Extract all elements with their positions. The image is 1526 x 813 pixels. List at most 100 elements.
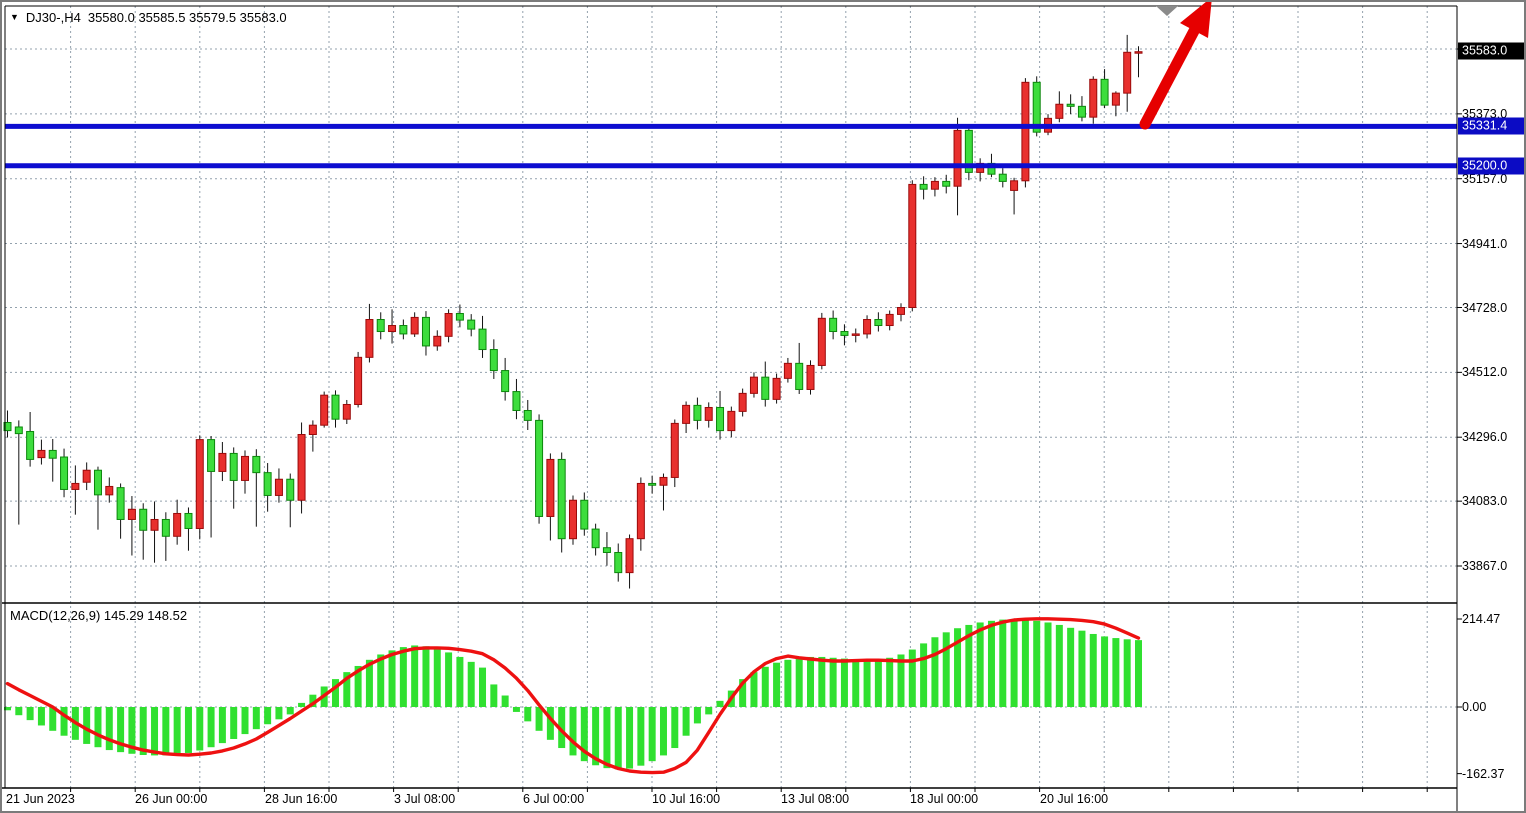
macd-bar xyxy=(705,707,713,715)
candle-up xyxy=(908,183,917,309)
candle-up xyxy=(342,403,351,420)
candle-up xyxy=(1010,180,1019,191)
candle-up xyxy=(682,404,691,424)
time-axis-label: 10 Jul 16:00 xyxy=(652,792,721,806)
macd-bar xyxy=(999,619,1007,707)
macd-indicator-label: MACD(12,26,9) 145.29 148.52 xyxy=(10,608,188,623)
candle-up xyxy=(1123,51,1132,94)
candle-down xyxy=(648,482,657,486)
candle-down xyxy=(998,173,1007,182)
candle-up xyxy=(1021,81,1030,182)
time-axis-label: 21 Jun 2023 xyxy=(6,792,75,806)
macd-bar xyxy=(659,707,667,756)
macd-bar xyxy=(354,665,362,707)
time-axis-label: 3 Jul 08:00 xyxy=(394,792,456,806)
macd-axis-label: -162.37 xyxy=(1462,766,1505,781)
macd-signal-line xyxy=(5,617,1141,775)
candle-up xyxy=(863,319,872,335)
candle-down xyxy=(919,183,928,190)
candle-up xyxy=(1055,103,1064,119)
macd-bar xyxy=(286,707,294,715)
macd-bar xyxy=(252,707,260,730)
macd-bar xyxy=(840,658,848,707)
candle-down xyxy=(161,518,170,537)
macd-bar xyxy=(1033,620,1041,707)
candle-up xyxy=(738,392,747,412)
macd-bar xyxy=(230,707,238,740)
macd-bar xyxy=(479,667,487,707)
candle-up xyxy=(625,538,634,574)
macd-bar xyxy=(37,707,45,726)
candle-down xyxy=(286,478,295,501)
candle-up xyxy=(218,452,227,472)
price-axis-label: 34728.0 xyxy=(1462,300,1508,315)
candle-up xyxy=(659,476,668,486)
candle-up xyxy=(1134,51,1143,54)
macd-bar xyxy=(196,707,204,751)
candle-up xyxy=(851,333,860,336)
macd-bar xyxy=(411,645,419,707)
macd-bar xyxy=(942,632,950,707)
candle-up xyxy=(297,434,306,501)
time-axis-label: 28 Jun 16:00 xyxy=(265,792,338,806)
candle-down xyxy=(376,319,385,333)
price-axis-label: 34083.0 xyxy=(1462,494,1508,509)
candle-down xyxy=(874,319,883,327)
macd-bar xyxy=(343,672,351,707)
candle-down xyxy=(1100,78,1109,106)
macd-bar xyxy=(807,656,815,707)
macd-bar xyxy=(241,707,249,735)
candle-up xyxy=(1089,78,1098,118)
candle-down xyxy=(3,421,12,432)
macd-bar xyxy=(818,656,826,707)
macd-bar xyxy=(863,659,871,707)
macd-bar xyxy=(128,707,136,754)
macd-bar xyxy=(184,707,192,753)
candle-up xyxy=(195,439,204,529)
macd-bar xyxy=(60,707,68,736)
candle-up xyxy=(727,410,736,432)
candle-up xyxy=(71,482,80,490)
candle-down xyxy=(523,409,532,421)
candle-up xyxy=(433,335,442,347)
macd-bar xyxy=(4,707,11,711)
candle-up xyxy=(953,129,962,187)
candle-down xyxy=(26,431,35,460)
macd-bar xyxy=(569,707,577,756)
macd-bar xyxy=(94,707,102,748)
macd-bar xyxy=(558,707,566,749)
time-axis-label: 13 Jul 08:00 xyxy=(781,792,850,806)
candle-up xyxy=(365,319,374,358)
macd-bar xyxy=(1112,638,1120,707)
candle-up xyxy=(37,449,46,459)
macd-bar xyxy=(331,679,339,707)
macd-bar xyxy=(874,659,882,707)
candle-down xyxy=(93,469,102,496)
candle-down xyxy=(602,547,611,553)
macd-bar xyxy=(580,707,588,762)
macd-bar xyxy=(535,707,543,731)
macd-bar xyxy=(15,707,23,716)
candle-down xyxy=(207,439,216,472)
scroll-to-end-icon xyxy=(1156,6,1178,16)
candle-up xyxy=(354,356,363,405)
macd-bar xyxy=(750,672,758,707)
time-axis-label: 20 Jul 16:00 xyxy=(1040,792,1109,806)
time-axis-label: 6 Jul 00:00 xyxy=(523,792,585,806)
macd-bar xyxy=(682,707,690,736)
candle-up xyxy=(569,499,577,540)
macd-bar xyxy=(365,659,373,707)
price-axis-label: 34512.0 xyxy=(1462,365,1508,380)
candle-up xyxy=(817,317,826,366)
chart-header: ▼ DJ30-,H4 35580.0 35585.5 35579.5 35583… xyxy=(10,10,287,25)
candle-down xyxy=(331,394,340,420)
macd-bar xyxy=(886,657,894,707)
level-price-tag: 35331.4 xyxy=(1458,117,1524,135)
candle-down xyxy=(829,317,838,333)
candle-up xyxy=(806,364,815,390)
macd-bar xyxy=(524,707,532,722)
macd-bar xyxy=(761,666,769,707)
symbol-marker-icon: ▼ xyxy=(10,12,19,22)
macd-bar xyxy=(637,707,645,766)
